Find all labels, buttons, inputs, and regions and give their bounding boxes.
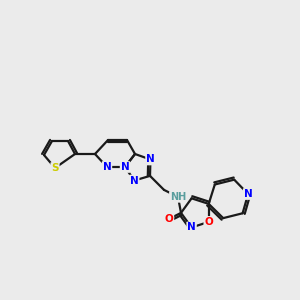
Text: N: N: [244, 189, 253, 199]
Text: N: N: [146, 154, 155, 164]
Text: N: N: [121, 162, 129, 172]
Text: N: N: [103, 162, 111, 172]
Text: NH: NH: [170, 192, 186, 202]
Text: S: S: [51, 163, 59, 173]
Text: N: N: [130, 176, 139, 185]
Text: O: O: [165, 214, 173, 224]
Text: N: N: [187, 223, 196, 232]
Text: O: O: [204, 217, 213, 227]
